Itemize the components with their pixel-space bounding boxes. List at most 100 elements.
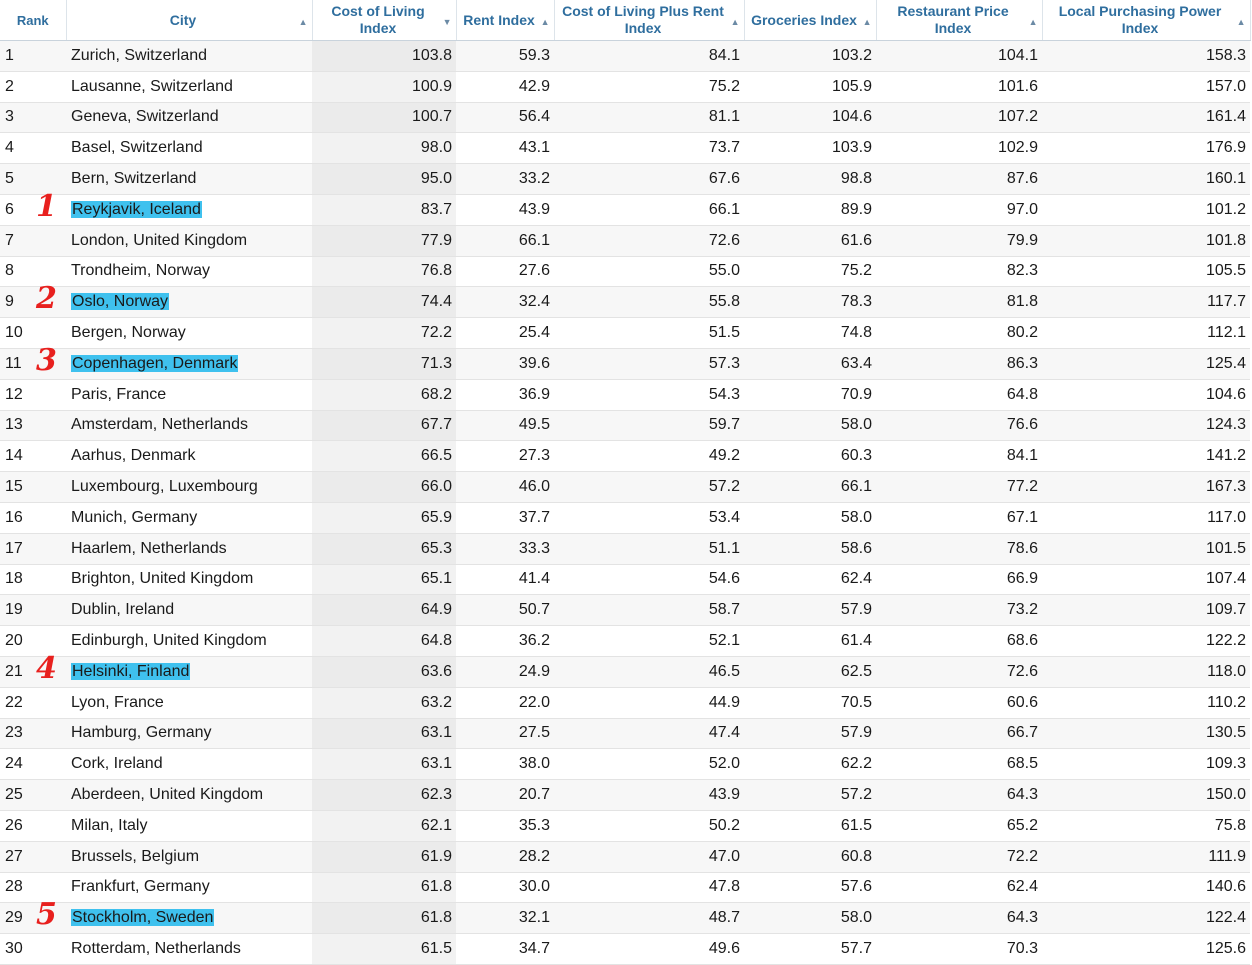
cost-plus-rent-cell: 66.1 bbox=[554, 194, 744, 226]
city-cell: Aarhus, Denmark bbox=[66, 440, 312, 473]
city-cell: Rotterdam, Netherlands bbox=[66, 933, 312, 965]
rank-cell: 8 bbox=[0, 256, 66, 288]
table-row: 18 Brighton, United Kingdom 65.1 41.4 54.6 62… bbox=[0, 564, 1250, 596]
city-name[interactable]: Hamburg, Germany bbox=[71, 724, 212, 742]
sort-desc-icon: ▼ bbox=[442, 17, 452, 27]
header-groceries[interactable]: Groceries Index ▲ bbox=[744, 0, 877, 41]
city-name[interactable]: London, United Kingdom bbox=[71, 231, 248, 249]
rent-cell: 32.1 bbox=[456, 902, 554, 935]
rent-cell: 41.4 bbox=[456, 564, 554, 596]
rent-cell: 66.1 bbox=[456, 225, 554, 257]
handwritten-number-annotation: 1 bbox=[36, 188, 57, 224]
table-row: 27 Brussels, Belgium 61.9 28.2 47.0 60.8 72.2 1… bbox=[0, 841, 1250, 873]
purchasing-power-cell: 158.3 bbox=[1042, 40, 1250, 72]
rent-cell: 46.0 bbox=[456, 471, 554, 503]
highlighted-city-name[interactable]: Copenhagen, Denmark bbox=[71, 354, 239, 372]
city-name[interactable]: Geneva, Switzerland bbox=[71, 108, 219, 126]
city-cell: Dublin, Ireland bbox=[66, 594, 312, 627]
highlighted-city-name[interactable]: Reykjavik, Iceland bbox=[71, 200, 202, 218]
cost-of-living-cell: 62.3 bbox=[312, 779, 456, 811]
rank-cell: 20 bbox=[0, 625, 66, 657]
city-name[interactable]: Lausanne, Switzerland bbox=[71, 77, 233, 95]
table-row: 16 Munich, Germany 65.9 37.7 53.4 58.0 67.1 117… bbox=[0, 502, 1250, 534]
city-name[interactable]: Aberdeen, United Kingdom bbox=[71, 786, 264, 804]
city-name[interactable]: Lyon, France bbox=[71, 693, 164, 711]
groceries-cell: 58.0 bbox=[744, 902, 876, 935]
rank-cell: 9 bbox=[0, 286, 66, 319]
cost-plus-rent-cell: 51.1 bbox=[554, 533, 744, 565]
purchasing-power-cell: 125.6 bbox=[1042, 933, 1250, 965]
city-name[interactable]: Bergen, Norway bbox=[71, 324, 186, 342]
table-row: 26 Milan, Italy 62.1 35.3 50.2 61.5 65.2 75.8 bbox=[0, 810, 1250, 842]
rank-cell: 10 bbox=[0, 317, 66, 349]
cost-of-living-cell: 65.9 bbox=[312, 502, 456, 534]
city-name[interactable]: Brussels, Belgium bbox=[71, 847, 200, 865]
highlighted-city-name[interactable]: Oslo, Norway bbox=[71, 293, 170, 311]
restaurant-cell: 65.2 bbox=[876, 810, 1042, 842]
purchasing-power-cell: 141.2 bbox=[1042, 440, 1250, 473]
restaurant-cell: 107.2 bbox=[876, 102, 1042, 134]
rank-cell: 6 bbox=[0, 194, 66, 226]
restaurant-cell: 73.2 bbox=[876, 594, 1042, 627]
table-row: 28 Frankfurt, Germany 61.8 30.0 47.8 57.6 62.4… bbox=[0, 872, 1250, 904]
groceries-cell: 70.9 bbox=[744, 379, 876, 411]
restaurant-cell: 101.6 bbox=[876, 71, 1042, 103]
rank-cell: 25 bbox=[0, 779, 66, 811]
restaurant-cell: 72.6 bbox=[876, 656, 1042, 688]
city-name[interactable]: Zurich, Switzerland bbox=[71, 46, 208, 64]
header-rent[interactable]: Rent Index ▲ bbox=[456, 0, 555, 41]
cost-of-living-cell: 61.8 bbox=[312, 902, 456, 935]
groceries-cell: 103.9 bbox=[744, 132, 876, 165]
cost-of-living-cell: 95.0 bbox=[312, 163, 456, 195]
groceries-cell: 66.1 bbox=[744, 471, 876, 503]
header-label: Groceries Index bbox=[751, 11, 857, 28]
cost-of-living-cell: 100.7 bbox=[312, 102, 456, 134]
city-name[interactable]: Frankfurt, Germany bbox=[71, 878, 210, 896]
table-row: 9 2 Oslo, Norway 74.4 32.4 55.8 78.3 81.8 117.7 bbox=[0, 281, 1250, 319]
city-cell: Aberdeen, United Kingdom bbox=[66, 779, 312, 811]
city-name[interactable]: Rotterdam, Netherlands bbox=[71, 940, 241, 957]
city-name[interactable]: Haarlem, Netherlands bbox=[71, 539, 227, 557]
rank-cell: 24 bbox=[0, 748, 66, 781]
city-name[interactable]: Trondheim, Norway bbox=[71, 262, 211, 280]
city-name[interactable]: Edinburgh, United Kingdom bbox=[71, 632, 267, 650]
city-name[interactable]: Brighton, United Kingdom bbox=[71, 570, 254, 588]
city-name[interactable]: Basel, Switzerland bbox=[71, 139, 203, 157]
purchasing-power-cell: 125.4 bbox=[1042, 348, 1250, 380]
header-cost-plus-rent[interactable]: Cost of Living Plus Rent Index ▲ bbox=[554, 0, 745, 41]
city-name[interactable]: Milan, Italy bbox=[71, 816, 148, 834]
highlighted-city-name[interactable]: Stockholm, Sweden bbox=[71, 909, 215, 927]
header-row: Rank City ▲ Cost of Living Index ▼ Rent In… bbox=[0, 0, 1251, 41]
restaurant-cell: 76.6 bbox=[876, 410, 1042, 442]
city-name[interactable]: Dublin, Ireland bbox=[71, 601, 175, 619]
handwritten-number-annotation: 2 bbox=[36, 281, 57, 317]
city-name[interactable]: Aarhus, Denmark bbox=[71, 447, 196, 465]
groceries-cell: 57.7 bbox=[744, 933, 876, 965]
groceries-cell: 61.4 bbox=[744, 625, 876, 657]
city-name[interactable]: Paris, France bbox=[71, 385, 167, 403]
header-purchasing-power[interactable]: Local Purchasing Power Index ▲ bbox=[1042, 0, 1251, 41]
table-row: 4 Basel, Switzerland 98.0 43.1 73.7 103.9 102.… bbox=[0, 132, 1250, 165]
city-name[interactable]: Bern, Switzerland bbox=[71, 170, 197, 188]
table-row: 25 Aberdeen, United Kingdom 62.3 20.7 43.9 57… bbox=[0, 779, 1250, 811]
header-restaurant[interactable]: Restaurant Price Index ▲ bbox=[876, 0, 1043, 41]
header-cost-of-living[interactable]: Cost of Living Index ▼ bbox=[312, 0, 457, 41]
sort-arrow-icon: ▲ bbox=[1028, 17, 1038, 27]
city-cell: Brighton, United Kingdom bbox=[66, 564, 312, 596]
city-name[interactable]: Luxembourg, Luxembourg bbox=[71, 478, 258, 496]
table-row: 8 Trondheim, Norway 76.8 27.6 55.0 75.2 82.3 10… bbox=[0, 256, 1250, 288]
table-row: 6 1 Reykjavik, Iceland 83.7 43.9 66.1 89.9 97.0… bbox=[0, 188, 1250, 226]
city-name[interactable]: Amsterdam, Netherlands bbox=[71, 416, 248, 434]
header-city[interactable]: City ▲ bbox=[66, 0, 313, 41]
highlighted-city-name[interactable]: Helsinki, Finland bbox=[71, 662, 191, 680]
header-rank[interactable]: Rank bbox=[0, 0, 67, 41]
city-name[interactable]: Munich, Germany bbox=[71, 508, 198, 526]
rank-cell: 2 bbox=[0, 71, 66, 103]
city-name[interactable]: Cork, Ireland bbox=[71, 755, 163, 773]
rent-cell: 22.0 bbox=[456, 687, 554, 719]
groceries-cell: 98.8 bbox=[744, 163, 876, 195]
cost-plus-rent-cell: 54.3 bbox=[554, 379, 744, 411]
rank-cell: 18 bbox=[0, 564, 66, 596]
purchasing-power-cell: 104.6 bbox=[1042, 379, 1250, 411]
purchasing-power-cell: 105.5 bbox=[1042, 256, 1250, 288]
